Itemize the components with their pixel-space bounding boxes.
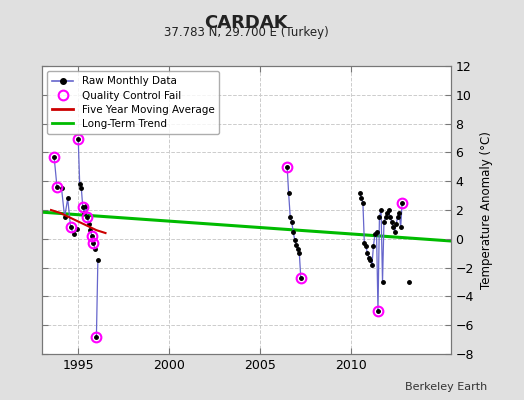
Text: 37.783 N, 29.700 E (Turkey): 37.783 N, 29.700 E (Turkey) <box>164 26 329 39</box>
Y-axis label: Temperature Anomaly (°C): Temperature Anomaly (°C) <box>479 131 493 289</box>
Text: CARDAK: CARDAK <box>204 14 288 32</box>
Text: Berkeley Earth: Berkeley Earth <box>405 382 487 392</box>
Legend: Raw Monthly Data, Quality Control Fail, Five Year Moving Average, Long-Term Tren: Raw Monthly Data, Quality Control Fail, … <box>47 71 220 134</box>
